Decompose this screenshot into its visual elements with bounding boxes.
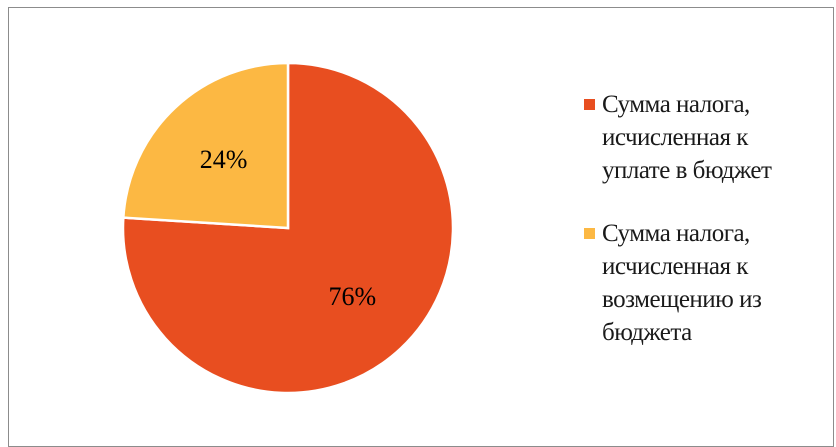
legend-swatch-payment [584, 99, 595, 110]
pie-slice-payment [121, 61, 455, 395]
legend-text-line: Сумма налога, [602, 91, 750, 118]
legend: Сумма налога, исчисленная к уплате в бюд… [584, 88, 824, 349]
pie-slice-refund [121, 61, 290, 230]
legend-text-line: исчисленная к [602, 124, 748, 151]
data-label-refund: 24% [200, 145, 248, 174]
legend-swatch-refund [584, 228, 595, 239]
legend-text-line: возмещению из [602, 286, 762, 313]
legend-text-line: бюджета [602, 319, 692, 346]
data-label-payment: 76% [329, 282, 377, 311]
legend-item-refund: Сумма налога, исчисленная к возмещению и… [584, 217, 824, 349]
legend-item-payment: Сумма налога, исчисленная к уплате в бюд… [584, 88, 824, 187]
legend-text-line: уплате в бюджет [602, 157, 772, 184]
legend-text-line: Сумма налога, [602, 220, 750, 247]
legend-text-line: исчисленная к [602, 253, 748, 280]
